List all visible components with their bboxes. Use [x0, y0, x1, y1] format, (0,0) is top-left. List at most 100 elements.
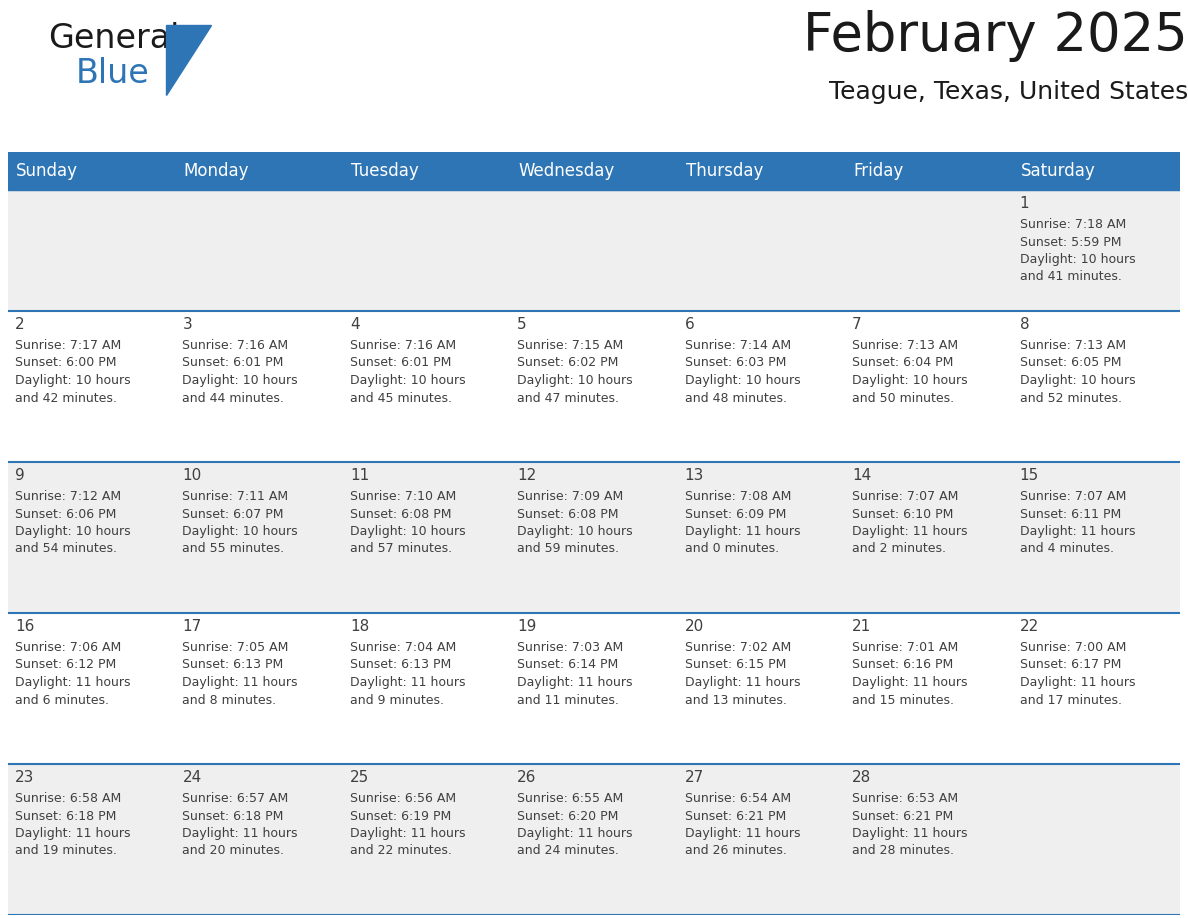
Text: 13: 13: [684, 468, 704, 483]
Text: Sunset: 6:09 PM: Sunset: 6:09 PM: [684, 508, 786, 521]
Text: Sunset: 6:15 PM: Sunset: 6:15 PM: [684, 658, 786, 671]
Text: and 48 minutes.: and 48 minutes.: [684, 391, 786, 405]
Text: Sunset: 6:10 PM: Sunset: 6:10 PM: [852, 508, 954, 521]
Text: Sunset: 6:16 PM: Sunset: 6:16 PM: [852, 658, 954, 671]
Text: Sunrise: 7:17 AM: Sunrise: 7:17 AM: [15, 339, 121, 352]
Text: 24: 24: [183, 770, 202, 785]
Text: Daylight: 10 hours: Daylight: 10 hours: [15, 374, 131, 387]
Text: Sunset: 6:21 PM: Sunset: 6:21 PM: [684, 810, 786, 823]
Text: Daylight: 10 hours: Daylight: 10 hours: [684, 374, 801, 387]
Text: Sunrise: 7:15 AM: Sunrise: 7:15 AM: [517, 339, 624, 352]
Text: Sunset: 6:11 PM: Sunset: 6:11 PM: [1019, 508, 1120, 521]
Text: and 47 minutes.: and 47 minutes.: [517, 391, 619, 405]
Text: and 4 minutes.: and 4 minutes.: [1019, 543, 1113, 555]
Bar: [8, 311, 1180, 462]
Text: and 11 minutes.: and 11 minutes.: [517, 693, 619, 707]
Text: and 57 minutes.: and 57 minutes.: [349, 543, 451, 555]
Text: Daylight: 10 hours: Daylight: 10 hours: [1019, 374, 1136, 387]
Text: Daylight: 10 hours: Daylight: 10 hours: [15, 525, 131, 538]
Bar: [511, 152, 677, 190]
Text: Saturday: Saturday: [1020, 162, 1095, 180]
Text: Tuesday: Tuesday: [350, 162, 418, 180]
Text: 27: 27: [684, 770, 704, 785]
Text: Sunset: 5:59 PM: Sunset: 5:59 PM: [1019, 236, 1121, 249]
Text: 23: 23: [15, 770, 34, 785]
Polygon shape: [166, 25, 211, 95]
Text: Teague, Texas, United States: Teague, Texas, United States: [829, 80, 1188, 104]
Bar: [343, 152, 511, 190]
Text: Sunrise: 7:00 AM: Sunrise: 7:00 AM: [1019, 641, 1126, 654]
Text: Sunrise: 7:11 AM: Sunrise: 7:11 AM: [183, 490, 289, 503]
Text: Sunrise: 7:04 AM: Sunrise: 7:04 AM: [349, 641, 456, 654]
Text: Sunset: 6:01 PM: Sunset: 6:01 PM: [183, 356, 284, 370]
Text: 8: 8: [1019, 317, 1029, 332]
Text: Daylight: 11 hours: Daylight: 11 hours: [183, 676, 298, 689]
Text: Sunrise: 7:16 AM: Sunrise: 7:16 AM: [183, 339, 289, 352]
Text: 22: 22: [1019, 619, 1038, 634]
Text: Daylight: 10 hours: Daylight: 10 hours: [349, 374, 466, 387]
Text: Daylight: 11 hours: Daylight: 11 hours: [15, 827, 131, 840]
Text: Daylight: 11 hours: Daylight: 11 hours: [852, 525, 968, 538]
Text: 21: 21: [852, 619, 871, 634]
Text: 20: 20: [684, 619, 704, 634]
Text: Daylight: 11 hours: Daylight: 11 hours: [852, 827, 968, 840]
Text: Sunrise: 7:08 AM: Sunrise: 7:08 AM: [684, 490, 791, 503]
Text: and 26 minutes.: and 26 minutes.: [684, 845, 786, 857]
Text: Daylight: 11 hours: Daylight: 11 hours: [1019, 525, 1135, 538]
Bar: [8, 190, 1180, 311]
Text: and 45 minutes.: and 45 minutes.: [349, 391, 451, 405]
Text: Sunset: 6:08 PM: Sunset: 6:08 PM: [349, 508, 451, 521]
Text: Sunset: 6:13 PM: Sunset: 6:13 PM: [183, 658, 284, 671]
Text: Blue: Blue: [76, 57, 150, 90]
Text: and 15 minutes.: and 15 minutes.: [852, 693, 954, 707]
Text: Sunset: 6:19 PM: Sunset: 6:19 PM: [349, 810, 451, 823]
Text: Sunset: 6:12 PM: Sunset: 6:12 PM: [15, 658, 116, 671]
Text: Sunrise: 7:12 AM: Sunrise: 7:12 AM: [15, 490, 121, 503]
Text: and 28 minutes.: and 28 minutes.: [852, 845, 954, 857]
Text: 6: 6: [684, 317, 695, 332]
Text: and 17 minutes.: and 17 minutes.: [1019, 693, 1121, 707]
Text: Sunrise: 7:07 AM: Sunrise: 7:07 AM: [1019, 490, 1126, 503]
Text: 17: 17: [183, 619, 202, 634]
Text: Sunrise: 7:01 AM: Sunrise: 7:01 AM: [852, 641, 959, 654]
Text: 11: 11: [349, 468, 369, 483]
Text: Daylight: 10 hours: Daylight: 10 hours: [183, 525, 298, 538]
Text: and 2 minutes.: and 2 minutes.: [852, 543, 946, 555]
Text: February 2025: February 2025: [803, 10, 1188, 62]
Text: and 50 minutes.: and 50 minutes.: [852, 391, 954, 405]
Text: and 41 minutes.: and 41 minutes.: [1019, 271, 1121, 284]
Text: Sunset: 6:07 PM: Sunset: 6:07 PM: [183, 508, 284, 521]
Text: 3: 3: [183, 317, 192, 332]
Text: Daylight: 11 hours: Daylight: 11 hours: [183, 827, 298, 840]
Text: and 0 minutes.: and 0 minutes.: [684, 543, 779, 555]
Text: Thursday: Thursday: [685, 162, 763, 180]
Text: Sunset: 6:01 PM: Sunset: 6:01 PM: [349, 356, 451, 370]
Text: Daylight: 11 hours: Daylight: 11 hours: [1019, 676, 1135, 689]
Text: Sunrise: 7:03 AM: Sunrise: 7:03 AM: [517, 641, 624, 654]
Text: and 55 minutes.: and 55 minutes.: [183, 543, 285, 555]
Text: Daylight: 10 hours: Daylight: 10 hours: [1019, 253, 1136, 266]
Text: and 13 minutes.: and 13 minutes.: [684, 693, 786, 707]
Text: Daylight: 10 hours: Daylight: 10 hours: [183, 374, 298, 387]
Bar: [176, 152, 343, 190]
Text: Sunset: 6:18 PM: Sunset: 6:18 PM: [183, 810, 284, 823]
Text: Sunset: 6:06 PM: Sunset: 6:06 PM: [15, 508, 116, 521]
Text: 4: 4: [349, 317, 360, 332]
Text: 5: 5: [517, 317, 527, 332]
Text: Daylight: 11 hours: Daylight: 11 hours: [15, 676, 131, 689]
Text: Daylight: 11 hours: Daylight: 11 hours: [517, 676, 633, 689]
Text: General: General: [48, 22, 179, 55]
Text: Wednesday: Wednesday: [518, 162, 614, 180]
Text: 16: 16: [15, 619, 34, 634]
Text: 15: 15: [1019, 468, 1038, 483]
Text: Sunset: 6:00 PM: Sunset: 6:00 PM: [15, 356, 116, 370]
Text: Sunset: 6:20 PM: Sunset: 6:20 PM: [517, 810, 619, 823]
Text: and 9 minutes.: and 9 minutes.: [349, 693, 444, 707]
Text: 9: 9: [15, 468, 25, 483]
Text: Sunrise: 7:05 AM: Sunrise: 7:05 AM: [183, 641, 289, 654]
Text: 12: 12: [517, 468, 537, 483]
Text: and 42 minutes.: and 42 minutes.: [15, 391, 116, 405]
Text: and 24 minutes.: and 24 minutes.: [517, 845, 619, 857]
Text: Sunset: 6:04 PM: Sunset: 6:04 PM: [852, 356, 954, 370]
Text: Sunset: 6:17 PM: Sunset: 6:17 PM: [1019, 658, 1121, 671]
